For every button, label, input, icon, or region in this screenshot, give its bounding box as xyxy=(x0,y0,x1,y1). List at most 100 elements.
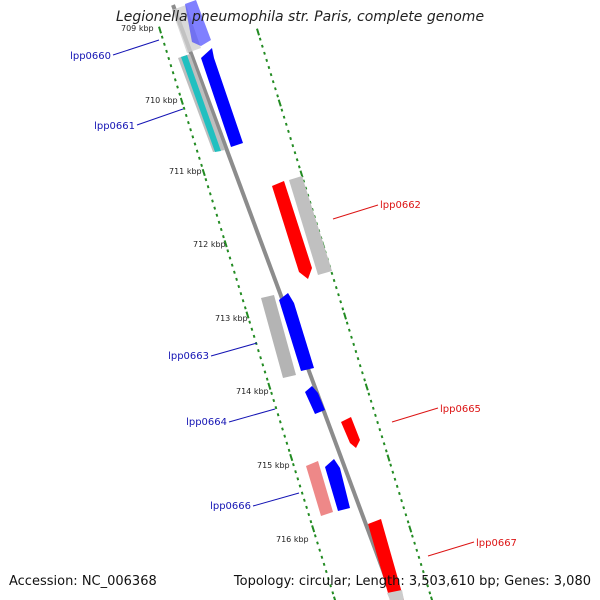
outer-ring-tick xyxy=(369,399,373,403)
outer-ring-tick xyxy=(367,392,371,396)
outer-ring-tick xyxy=(378,428,382,432)
gene-lpp0665-feature[interactable] xyxy=(341,417,360,448)
inner-ring-tick xyxy=(223,240,228,248)
outer-ring-tick xyxy=(345,321,349,325)
outer-ring-tick xyxy=(277,99,282,107)
outer-ring-tick xyxy=(376,420,379,425)
inner-ring-tick xyxy=(243,306,247,310)
inner-ring-tick xyxy=(300,491,304,495)
leader-line-lpp0661 xyxy=(136,108,184,126)
inner-ring-tick xyxy=(239,292,243,296)
accession-text: Accession: NC_006368 xyxy=(9,574,157,589)
inner-ring-tick xyxy=(289,453,294,462)
inner-ring-tick xyxy=(307,512,311,517)
gene-lpp0661-feature[interactable] xyxy=(201,48,243,147)
inner-ring-tick xyxy=(318,548,322,552)
gene-label-lpp0663[interactable]: lpp0663 xyxy=(168,351,209,362)
inner-ring-tick xyxy=(241,299,245,303)
inner-ring-tick xyxy=(267,382,272,390)
genome-summary-text: Topology: circular; Length: 3,503,610 bp… xyxy=(233,574,591,589)
map-title: Legionella pneumophila str. Paris, compl… xyxy=(115,9,485,25)
gene-label-lpp0660[interactable]: lpp0660 xyxy=(70,51,111,62)
inner-ring-tick xyxy=(222,235,225,239)
inner-ring-tick xyxy=(252,334,256,338)
outer-ring-tick xyxy=(271,80,275,84)
inner-ring-tick xyxy=(305,505,308,509)
inner-ring-tick xyxy=(208,192,212,196)
inner-ring-tick xyxy=(187,121,190,125)
gene-label-lpp0661[interactable]: lpp0661 xyxy=(94,121,135,132)
outer-ring-tick xyxy=(280,108,284,112)
inner-ring-tick xyxy=(215,213,219,217)
gene-labels: lpp0660 lpp0661 lpp0662 lpp0663 lpp0664 … xyxy=(70,39,517,557)
outer-ring-tick xyxy=(406,520,410,524)
gene-label-lpp0666[interactable]: lpp0666 xyxy=(210,501,251,512)
gene-lpp0667-feature[interactable] xyxy=(368,519,404,600)
gene-lpp0667-cds-feature[interactable] xyxy=(387,590,404,600)
ruler-label-716: 716 kbp xyxy=(276,535,309,544)
inner-ring-tick xyxy=(193,142,197,146)
outer-ring-tick xyxy=(258,37,262,41)
outer-ring-tick xyxy=(395,484,399,488)
inner-ring-tick xyxy=(303,498,306,502)
outer-ring-tick xyxy=(256,28,260,36)
inner-ring-tick xyxy=(189,128,192,132)
ruler-label-715: 715 kbp xyxy=(257,461,290,470)
outer-ring-tick xyxy=(341,307,345,311)
inner-ring-tick xyxy=(296,477,300,481)
gene-lpp0662-feature[interactable] xyxy=(272,181,312,279)
inner-ring-tick xyxy=(191,135,195,139)
gene-lpp0662-cds-feature[interactable] xyxy=(289,176,332,275)
inner-ring-tick xyxy=(259,356,262,360)
gene-label-lpp0665[interactable]: lpp0665 xyxy=(440,404,481,415)
outer-ring-tick xyxy=(350,335,353,339)
inner-ring-tick xyxy=(257,349,260,353)
gene-lpp0666-pseudo-feature[interactable] xyxy=(306,461,333,516)
outer-ring-tick xyxy=(393,477,397,481)
inner-ring-tick xyxy=(165,49,168,53)
leader-line-lpp0667 xyxy=(427,541,475,557)
outer-ring-tick xyxy=(417,555,421,560)
outer-ring-tick xyxy=(291,144,295,148)
inner-ring-tick xyxy=(320,555,324,559)
inner-ring-tick xyxy=(322,562,326,566)
gene-lpp0661-trna-feature[interactable] xyxy=(181,55,221,152)
outer-ring-tick xyxy=(411,534,414,538)
outer-ring-tick xyxy=(400,498,403,503)
gene-label-lpp0662[interactable]: lpp0662 xyxy=(380,200,421,211)
inner-ring-tick xyxy=(206,185,210,189)
leader-line-lpp0666 xyxy=(252,492,300,507)
outer-ring-tick xyxy=(421,570,425,574)
inner-ring-tick xyxy=(211,199,214,203)
ruler-label-709: 709 kbp xyxy=(121,24,154,33)
inner-ring-tick xyxy=(327,577,330,581)
inner-ring-tick xyxy=(200,163,203,167)
inner-ring-tick xyxy=(178,92,182,96)
outer-ring-tick xyxy=(354,349,358,354)
outer-ring-tick xyxy=(419,562,423,567)
inner-ring-tick xyxy=(283,434,287,438)
gene-label-lpp0664[interactable]: lpp0664 xyxy=(186,417,227,428)
outer-ring-tick xyxy=(415,548,419,552)
inner-ring-tick xyxy=(274,406,278,410)
outer-ring-tick xyxy=(332,278,336,283)
gene-lpp0663-cds-feature[interactable] xyxy=(261,295,296,378)
ruler-label-713: 713 kbp xyxy=(215,314,248,323)
inner-ring-tick xyxy=(230,263,234,267)
gene-lpp0664-feature[interactable] xyxy=(305,386,325,414)
outer-ring-tick xyxy=(404,513,408,517)
outer-ring-tick xyxy=(347,328,351,332)
outer-ring-tick xyxy=(371,406,375,410)
gene-lpp0663-feature[interactable] xyxy=(279,293,314,371)
outer-ring-tick xyxy=(389,463,393,467)
gene-lpp0660-feature[interactable] xyxy=(185,0,211,46)
outer-ring-tick xyxy=(287,129,290,134)
outer-ring-tick xyxy=(265,58,269,62)
gene-lpp0666-feature[interactable] xyxy=(325,459,350,511)
inner-ring-tick xyxy=(226,249,230,253)
outer-ring-tick xyxy=(269,72,273,77)
outer-ring-tick xyxy=(297,165,301,169)
inner-ring-tick xyxy=(245,311,250,319)
gene-label-lpp0667[interactable]: lpp0667 xyxy=(476,538,517,549)
